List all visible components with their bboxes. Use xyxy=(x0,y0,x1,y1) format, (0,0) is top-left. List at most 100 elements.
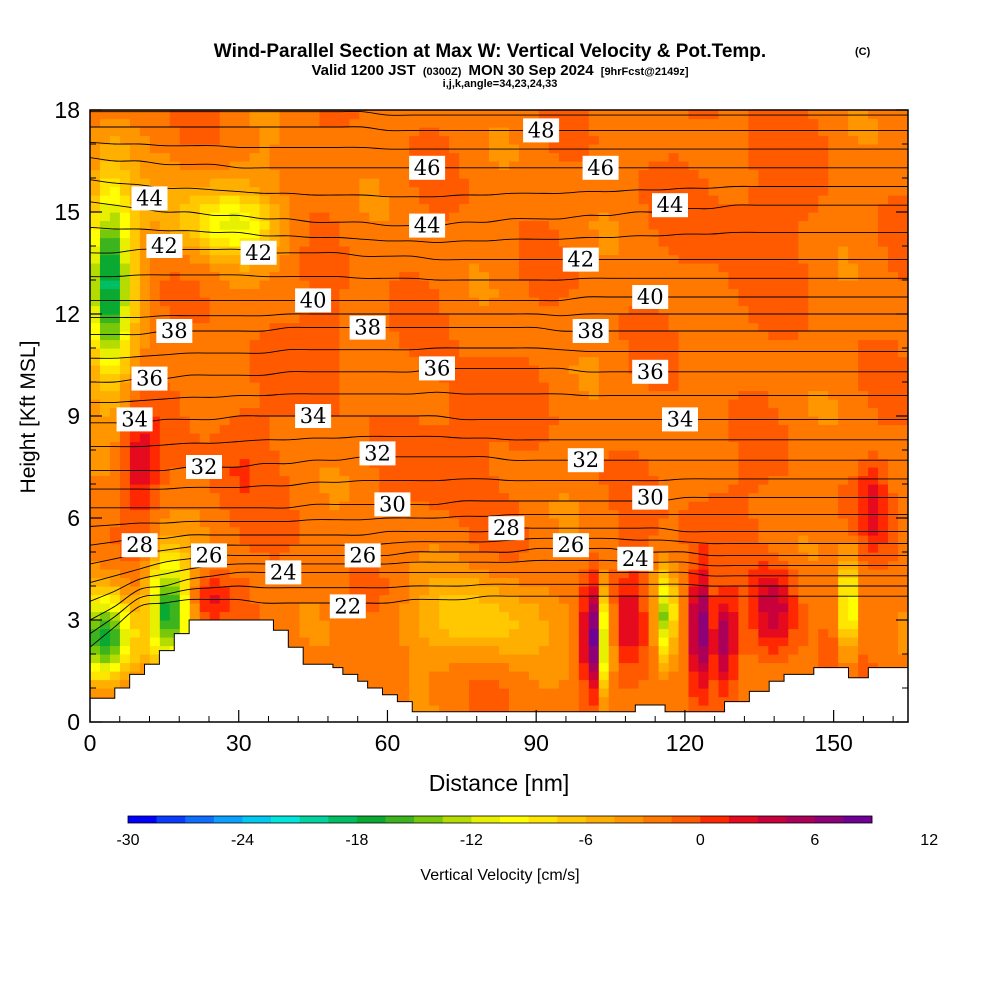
w-cell xyxy=(389,543,400,553)
w-cell xyxy=(728,662,740,672)
w-cell xyxy=(409,526,420,536)
w-cell xyxy=(548,220,560,230)
w-cell xyxy=(189,314,201,324)
w-cell xyxy=(818,271,829,281)
w-cell xyxy=(748,297,759,307)
w-cell xyxy=(339,484,350,494)
w-cell xyxy=(788,322,799,332)
w-cell xyxy=(558,662,570,672)
w-cell xyxy=(658,552,670,562)
w-cell xyxy=(668,662,680,672)
w-cell xyxy=(718,237,730,247)
w-cell xyxy=(888,603,899,613)
w-cell xyxy=(878,339,889,349)
w-cell xyxy=(578,594,590,604)
w-cell xyxy=(389,373,400,383)
w-cell xyxy=(808,467,819,477)
w-cell xyxy=(339,662,350,672)
w-cell xyxy=(209,212,221,222)
w-cell xyxy=(499,603,510,613)
w-cell xyxy=(678,433,690,443)
w-cell xyxy=(878,484,889,494)
w-cell xyxy=(818,314,829,324)
w-cell xyxy=(758,297,769,307)
w-cell xyxy=(778,535,789,545)
w-cell xyxy=(818,348,829,358)
w-cell xyxy=(648,679,660,689)
w-cell xyxy=(768,467,779,477)
w-cell xyxy=(439,594,450,604)
w-cell xyxy=(349,501,360,511)
w-cell xyxy=(209,322,221,332)
w-cell xyxy=(269,518,281,528)
w-cell xyxy=(538,212,550,222)
w-cell xyxy=(99,450,111,460)
w-cell xyxy=(658,603,670,613)
w-cell xyxy=(409,688,420,698)
w-cell xyxy=(139,288,151,298)
w-cell xyxy=(558,288,570,298)
w-cell xyxy=(608,577,620,587)
w-cell xyxy=(299,237,311,247)
w-cell xyxy=(638,637,650,647)
w-cell xyxy=(269,297,281,307)
w-cell xyxy=(209,399,221,409)
w-cell xyxy=(219,212,231,222)
w-cell xyxy=(718,654,730,664)
w-cell xyxy=(119,492,131,502)
w-cell xyxy=(359,305,370,315)
w-cell xyxy=(538,314,550,324)
w-cell xyxy=(678,509,690,519)
w-cell xyxy=(249,577,261,587)
w-cell xyxy=(788,314,799,324)
w-cell xyxy=(129,603,141,613)
w-cell xyxy=(598,492,610,502)
w-cell xyxy=(229,441,241,451)
w-cell xyxy=(568,696,580,706)
w-cell xyxy=(608,458,620,468)
w-cell xyxy=(688,705,700,715)
w-cell xyxy=(718,365,730,375)
w-cell xyxy=(149,399,161,409)
w-cell xyxy=(758,671,769,681)
w-cell xyxy=(788,433,799,443)
w-cell xyxy=(798,450,809,460)
w-cell xyxy=(419,569,430,579)
w-cell xyxy=(858,399,869,409)
w-cell xyxy=(99,509,111,519)
w-cell xyxy=(339,509,350,519)
w-cell xyxy=(818,458,829,468)
w-cell xyxy=(379,552,390,562)
w-cell xyxy=(349,288,360,298)
w-cell xyxy=(229,254,241,264)
w-cell xyxy=(329,620,340,630)
w-cell xyxy=(179,407,191,417)
w-cell xyxy=(718,339,730,349)
w-cell xyxy=(169,492,181,502)
w-cell xyxy=(698,237,710,247)
w-cell xyxy=(778,654,789,664)
w-cell xyxy=(758,509,769,519)
w-cell xyxy=(209,569,221,579)
w-cell xyxy=(708,458,720,468)
w-cell xyxy=(229,220,241,230)
w-cell xyxy=(119,671,131,681)
w-cell xyxy=(688,526,700,536)
w-cell xyxy=(219,577,231,587)
w-cell xyxy=(499,288,510,298)
w-cell xyxy=(99,271,111,281)
w-cell xyxy=(878,305,889,315)
w-cell xyxy=(758,314,769,324)
w-cell xyxy=(269,356,281,366)
w-cell xyxy=(688,254,700,264)
w-cell xyxy=(389,569,400,579)
w-cell xyxy=(329,382,340,392)
w-cell xyxy=(339,458,350,468)
w-cell xyxy=(818,645,829,655)
w-cell xyxy=(299,339,311,349)
w-cell xyxy=(439,586,450,596)
w-cell xyxy=(758,263,769,273)
w-cell xyxy=(209,288,221,298)
w-cell xyxy=(608,501,620,511)
w-cell xyxy=(149,611,161,621)
